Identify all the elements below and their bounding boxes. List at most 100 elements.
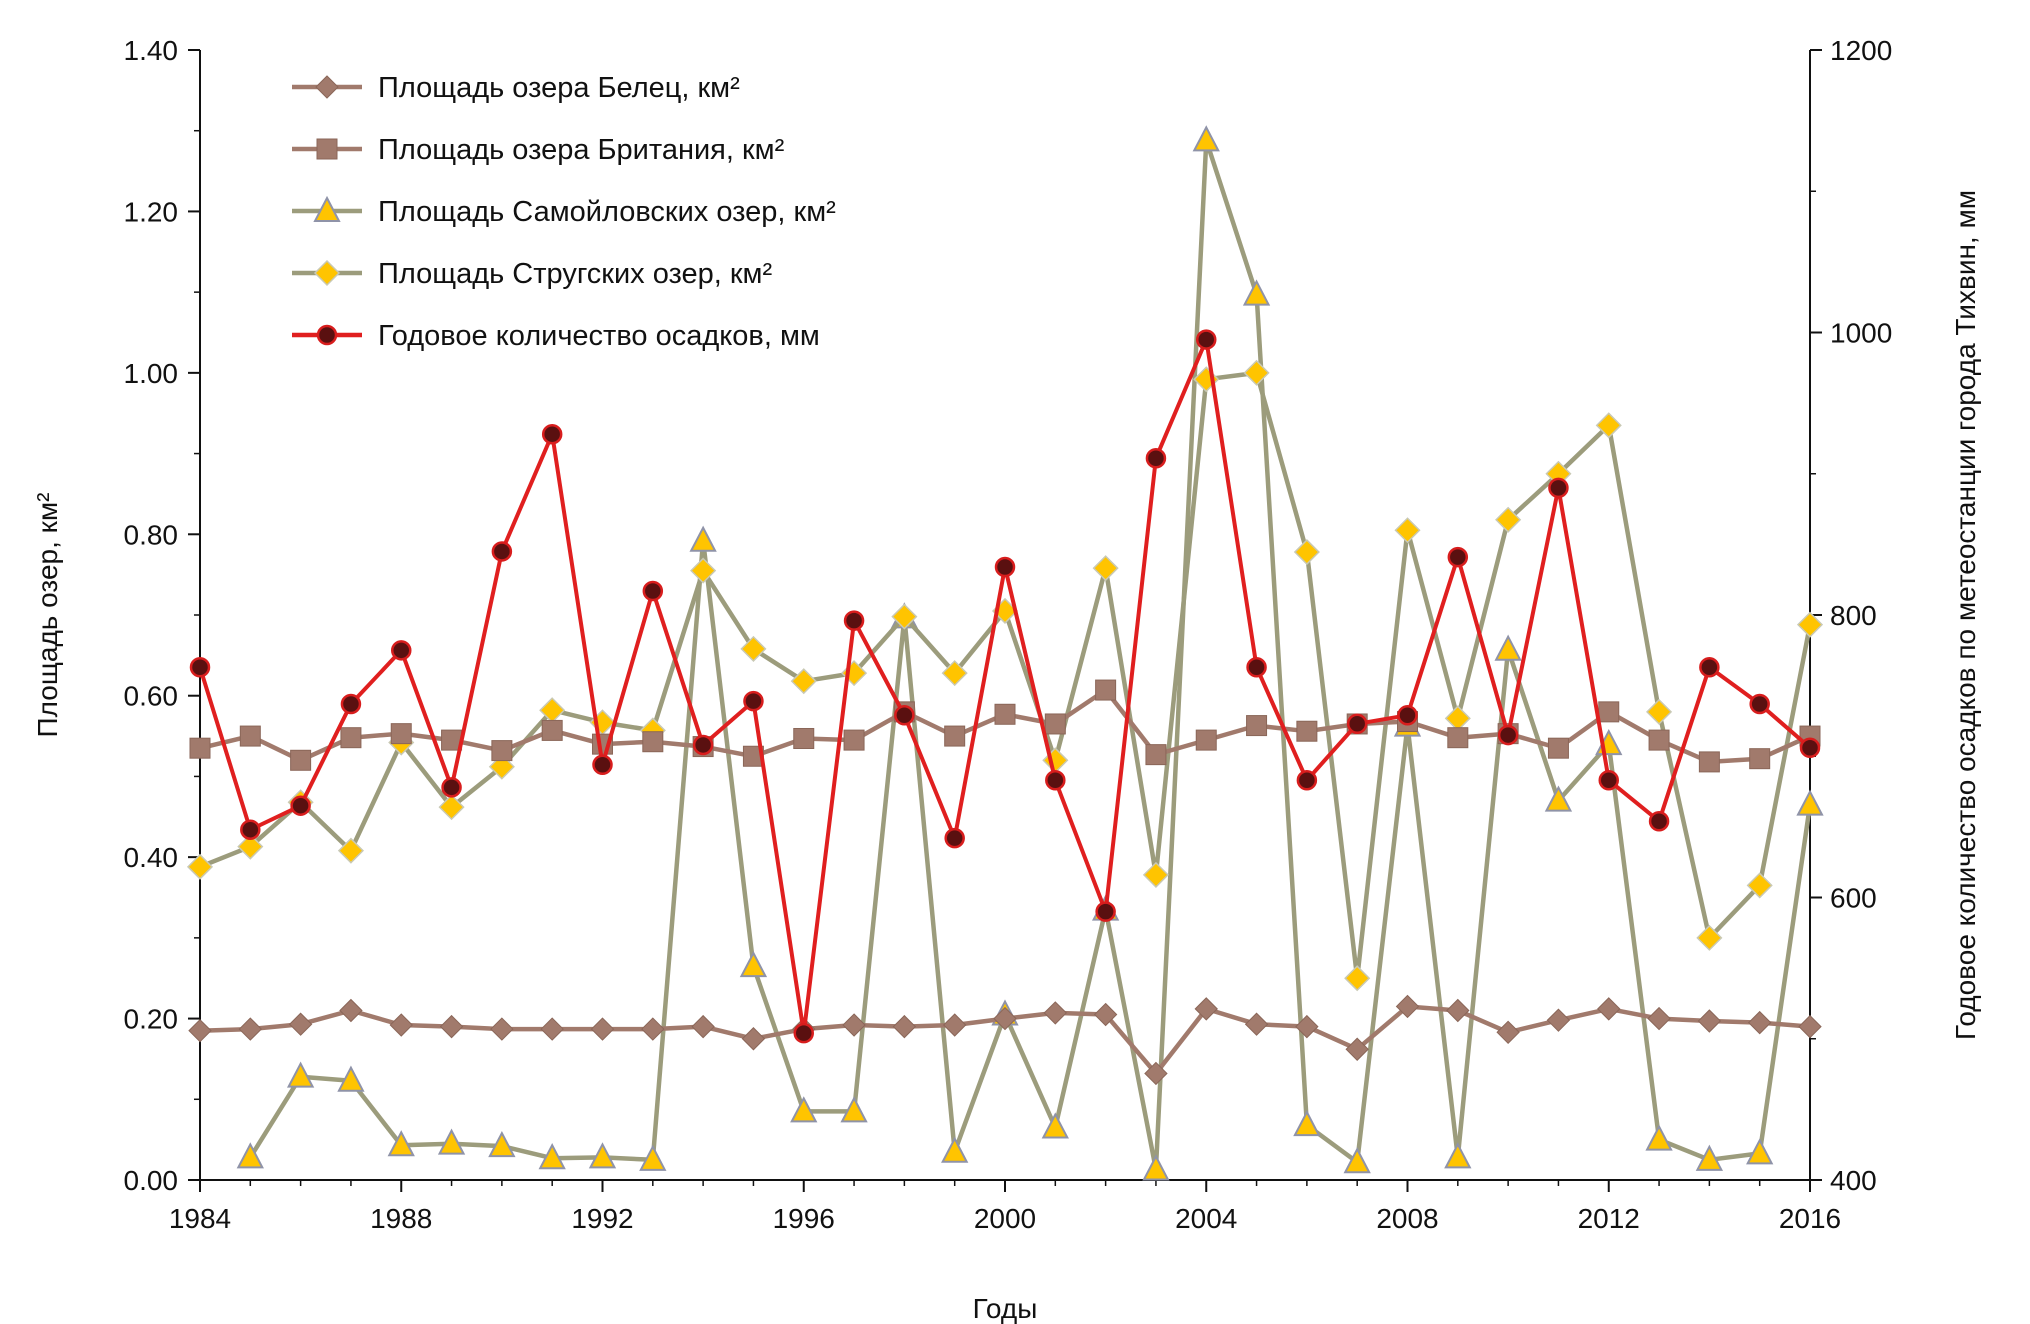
data-point	[740, 635, 767, 662]
x-tick-label: 2012	[1578, 1203, 1640, 1234]
data-point	[237, 833, 264, 860]
data-point	[438, 794, 465, 821]
data-point	[491, 740, 513, 762]
data-point	[1648, 810, 1670, 832]
data-point	[337, 837, 364, 864]
data-point	[1698, 751, 1720, 773]
data-point	[1494, 634, 1522, 661]
data-point	[1648, 729, 1670, 751]
data-point	[1746, 872, 1773, 899]
data-point	[1044, 713, 1066, 735]
y-tick-label: 0.80	[124, 519, 179, 550]
data-point	[1196, 329, 1217, 350]
data-point	[741, 1027, 766, 1051]
data-point	[843, 610, 865, 631]
data-point	[1344, 965, 1371, 992]
data-point	[337, 1065, 365, 1092]
data-point	[1799, 737, 1821, 759]
data-point	[944, 725, 966, 747]
data-point	[340, 727, 362, 749]
legend-label: Годовое количество осадков, мм	[378, 320, 820, 352]
data-point	[1696, 924, 1723, 951]
data-point	[642, 731, 664, 753]
x-tick-label: 2004	[1175, 1203, 1237, 1234]
data-point	[1145, 447, 1167, 469]
data-point	[540, 1017, 564, 1041]
data-point	[1695, 1144, 1724, 1171]
data-point	[793, 1022, 814, 1044]
data-point	[1447, 727, 1469, 749]
data-point	[1043, 1001, 1068, 1025]
data-point	[238, 1017, 263, 1041]
data-point	[1242, 279, 1271, 306]
data-point	[1798, 1014, 1822, 1039]
data-point	[1647, 1006, 1671, 1031]
data-point	[1144, 1061, 1168, 1086]
data-point	[1446, 998, 1470, 1023]
data-point	[1598, 770, 1619, 791]
data-point	[1447, 546, 1469, 568]
series-line	[199, 370, 1813, 981]
data-point	[588, 1142, 617, 1169]
plot-area	[186, 125, 1824, 1181]
data-point	[313, 195, 341, 222]
legend-item: Площадь озера Британия, км²	[292, 134, 785, 166]
data-point	[743, 690, 764, 712]
data-point	[1246, 715, 1268, 737]
data-point	[1749, 748, 1771, 770]
y-tick-label: 1.20	[124, 196, 179, 227]
legend: Площадь озера Белец, км² Площадь озера Бр…	[292, 72, 836, 352]
data-point	[439, 1014, 464, 1039]
y-tick-label: 0.00	[124, 1165, 179, 1196]
data-point	[1597, 997, 1621, 1021]
y2-axis-title: Годовое количество осадков по метеостанц…	[1950, 190, 1981, 1040]
data-point	[1092, 555, 1119, 582]
x-tick-label: 1988	[370, 1203, 432, 1234]
data-point	[793, 727, 815, 749]
data-point	[1548, 477, 1569, 499]
data-point	[1246, 657, 1267, 678]
data-point	[240, 819, 261, 840]
legend-label: Площадь Самойловских озер, км²	[378, 196, 836, 228]
data-point	[1045, 770, 1066, 791]
data-point	[1345, 1037, 1369, 1061]
tick-labels: 0.00 0.20 0.40 0.60 0.80 1.00 1.20 1.40 400 600 80…	[124, 35, 1893, 1234]
data-point	[313, 259, 341, 287]
data-point	[1296, 770, 1318, 791]
data-point	[1395, 994, 1420, 1019]
data-point	[189, 737, 211, 759]
data-point	[488, 1130, 516, 1158]
data-point	[1444, 705, 1471, 732]
data-point	[993, 1006, 1017, 1031]
y2-tick-label: 1000	[1830, 318, 1892, 349]
data-point	[541, 423, 563, 445]
data-point	[1095, 901, 1116, 922]
series-0	[188, 994, 1822, 1086]
data-point	[1293, 538, 1320, 566]
data-point	[1747, 1010, 1772, 1035]
data-point	[389, 1013, 413, 1037]
y-tick-label: 1.00	[124, 358, 179, 389]
data-point	[490, 1017, 514, 1041]
x-tick-label: 1992	[571, 1203, 633, 1234]
data-point	[1699, 657, 1720, 678]
data-point	[391, 640, 412, 661]
data-point	[1095, 679, 1117, 701]
y-tick-label: 0.40	[124, 842, 179, 873]
data-point	[236, 1142, 264, 1169]
y2-tick-label: 400	[1830, 1165, 1877, 1196]
data-point	[1544, 785, 1573, 812]
data-point	[186, 853, 214, 880]
data-point	[941, 1136, 969, 1163]
y-tick-label: 0.60	[124, 681, 179, 712]
data-point	[491, 541, 513, 562]
data-point	[1194, 997, 1218, 1021]
legend-label: Площадь озера Белец, км²	[378, 72, 740, 104]
data-point	[441, 777, 462, 798]
data-point	[843, 729, 865, 751]
data-point	[689, 525, 717, 552]
data-point	[437, 1128, 466, 1155]
data-point	[1343, 1147, 1371, 1174]
data-point	[1697, 1009, 1722, 1033]
data-point	[941, 660, 968, 687]
